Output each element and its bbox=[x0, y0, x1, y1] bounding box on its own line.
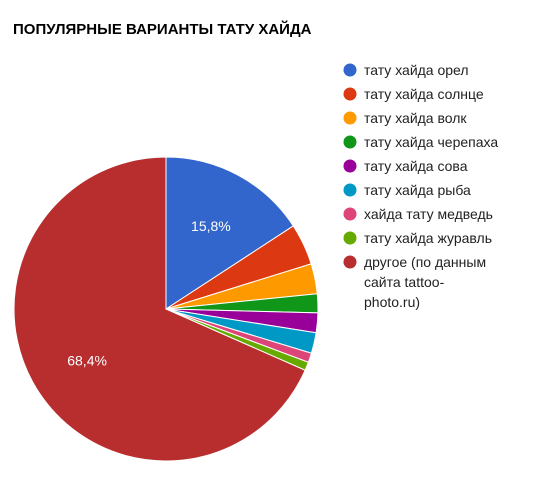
legend-label[interactable]: тату хайда волк bbox=[364, 110, 467, 126]
legend-label[interactable]: тату хайда черепаха bbox=[364, 134, 498, 150]
slice-data-label: 15,8% bbox=[191, 218, 231, 234]
legend-marker bbox=[343, 135, 357, 149]
legend-marker bbox=[343, 231, 357, 245]
legend-label[interactable]: хайда тату медведь bbox=[364, 206, 493, 222]
legend-label[interactable]: photo.ru) bbox=[364, 294, 420, 310]
legend-label[interactable]: тату хайда журавль bbox=[364, 230, 492, 246]
legend-label[interactable]: тату хайда сова bbox=[364, 158, 468, 174]
pie-slice[interactable] bbox=[165, 156, 294, 310]
legend-marker bbox=[343, 111, 357, 125]
legend-marker bbox=[343, 63, 357, 77]
legend-label[interactable]: тату хайда солнце bbox=[364, 86, 484, 102]
legend-label[interactable]: тату хайда орел bbox=[364, 62, 469, 78]
legend-marker bbox=[343, 159, 357, 173]
legend-marker bbox=[343, 87, 357, 101]
legend-label[interactable]: другое (по данным bbox=[364, 254, 486, 270]
legend-label[interactable]: сайта tattoo- bbox=[364, 274, 445, 290]
legend-marker bbox=[343, 255, 357, 269]
pie-slice[interactable] bbox=[13, 156, 306, 462]
slice-data-label: 68,4% bbox=[67, 353, 107, 369]
legend-marker bbox=[343, 183, 357, 197]
chart-title: ПОПУЛЯРНЫЕ ВАРИАНТЫ ТАТУ ХАЙДА bbox=[13, 21, 312, 38]
legend-label[interactable]: тату хайда рыба bbox=[364, 182, 471, 198]
legend-marker bbox=[343, 207, 357, 221]
